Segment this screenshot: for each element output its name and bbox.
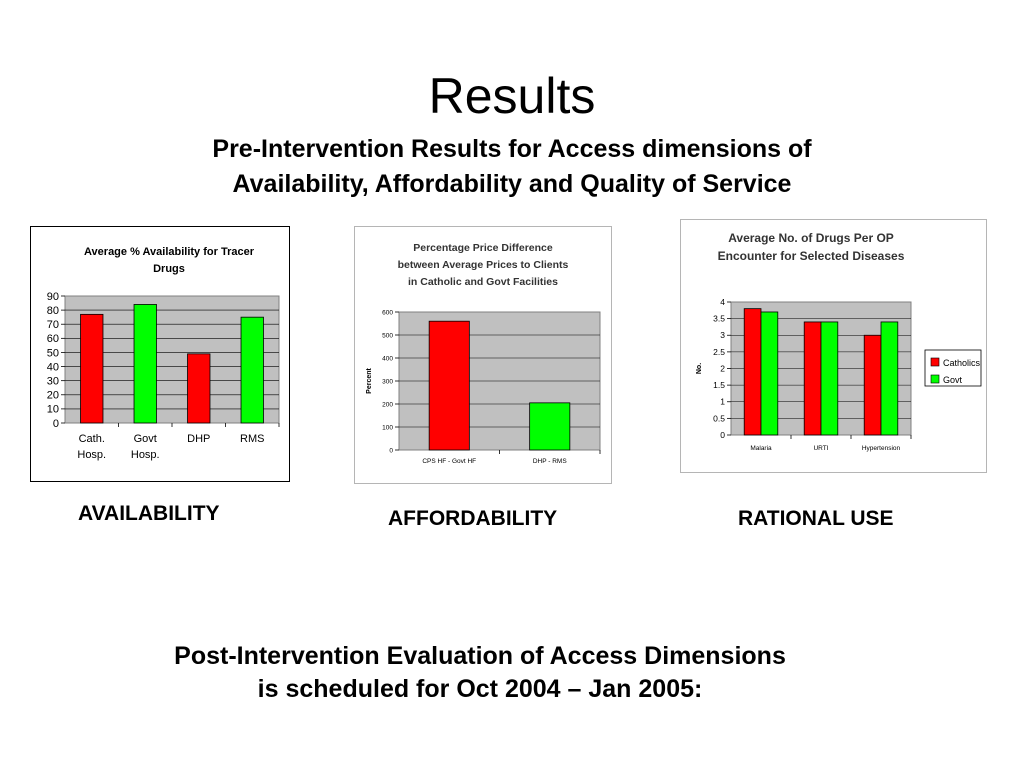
chart-title-line: Drugs <box>153 263 185 275</box>
bar <box>240 316 264 424</box>
slide-footer: Post-Intervention Evaluation of Access D… <box>100 640 860 706</box>
subtitle-line: Pre-Intervention Results for Access dime… <box>212 135 812 163</box>
slide-subtitle: Pre-Intervention Results for Access dime… <box>140 132 884 202</box>
bar <box>187 353 211 424</box>
y-tick-label: 70 <box>47 319 59 331</box>
chart-title-line: between Average Prices to Clients <box>398 259 569 271</box>
x-tick-label: DHP - RMS <box>533 458 567 465</box>
footer-line: Post-Intervention Evaluation of Access D… <box>174 642 786 670</box>
availability-caption: AVAILABILITY <box>78 502 220 525</box>
x-tick-label: Malaria <box>750 445 772 452</box>
y-axis-label: No. <box>696 363 703 374</box>
slide-title: Results <box>428 68 596 124</box>
subtitle-line: Availability, Affordability and Quality … <box>232 170 792 198</box>
x-tick-label: CPS HF - Govt HF <box>422 458 476 465</box>
y-tick-label: 2.5 <box>713 347 725 357</box>
y-tick-label: 1.5 <box>713 380 725 390</box>
bar <box>743 308 762 436</box>
y-tick-label: 90 <box>47 291 59 303</box>
y-tick-label: 80 <box>47 305 59 317</box>
legend-label: Catholics <box>943 358 981 368</box>
rational-use-chart: Average No. of Drugs Per OP Encounter for… <box>680 219 987 473</box>
chart-title-line: Average % Availability for Tracer <box>84 246 255 258</box>
y-tick-label: 4 <box>720 297 725 307</box>
y-tick-label: 0 <box>53 418 59 430</box>
bar <box>529 402 571 451</box>
y-tick-label: 3 <box>720 330 725 340</box>
bar <box>428 320 470 451</box>
y-tick-label: 300 <box>382 378 393 385</box>
x-tick-label: DHP <box>187 433 210 445</box>
y-tick-label: 400 <box>382 355 393 362</box>
x-tick-label: Cath. <box>79 433 105 445</box>
y-tick-label: 30 <box>47 376 59 388</box>
bar <box>820 321 839 436</box>
affordability-chart-svg: Percentage Price Difference between Avera… <box>366 242 601 465</box>
chart-title-line: Average No. of Drugs Per OP <box>728 231 894 245</box>
bar <box>803 321 822 436</box>
availability-chart-svg: Average % Availability for Tracer Drugs 0 1… <box>47 246 280 461</box>
x-tick-label: Hosp. <box>131 449 160 461</box>
availability-chart: Average % Availability for Tracer Drugs 0 1… <box>30 226 290 482</box>
rational-use-chart-svg: Average No. of Drugs Per OP Encounter for… <box>696 231 982 452</box>
rational-use-caption: RATIONAL USE <box>738 507 894 530</box>
chart-title-line: Encounter for Selected Diseases <box>718 249 905 263</box>
x-tick-label: Hypertension <box>862 445 901 452</box>
y-tick-label: 0 <box>720 430 725 440</box>
chart-title-line: in Catholic and Govt Facilities <box>408 276 558 288</box>
y-tick-label: 60 <box>47 333 59 345</box>
x-tick-label: Hosp. <box>77 449 106 461</box>
y-tick-label: 500 <box>382 332 393 339</box>
y-tick-label: 200 <box>382 401 393 408</box>
bar <box>133 304 157 424</box>
y-tick-label: 0 <box>389 447 393 454</box>
chart-title-line: Percentage Price Difference <box>413 242 553 254</box>
y-tick-label: 50 <box>47 347 59 359</box>
bar <box>80 313 104 424</box>
y-tick-label: 40 <box>47 361 59 373</box>
y-tick-label: 2 <box>720 363 725 373</box>
legend-label: Govt <box>943 375 963 385</box>
y-tick-label: 100 <box>382 424 393 431</box>
legend-swatch <box>930 374 940 384</box>
affordability-chart: Percentage Price Difference between Avera… <box>354 226 612 484</box>
bar <box>880 321 899 436</box>
x-tick-label: URTI <box>813 445 828 452</box>
y-tick-label: 0.5 <box>713 413 725 423</box>
y-tick-label: 3.5 <box>713 314 725 324</box>
x-tick-label: RMS <box>240 433 264 445</box>
x-tick-label: Govt <box>134 433 157 445</box>
bar <box>863 334 882 436</box>
legend-swatch <box>930 357 940 367</box>
bar <box>760 311 779 436</box>
y-tick-label: 20 <box>47 390 59 402</box>
y-tick-label: 1 <box>720 397 725 407</box>
footer-line: is scheduled for Oct 2004 – Jan 2005: <box>257 675 703 703</box>
y-axis-label: Percent <box>366 367 373 393</box>
y-tick-label: 10 <box>47 404 59 416</box>
y-tick-label: 600 <box>382 309 393 316</box>
affordability-caption: AFFORDABILITY <box>388 507 558 530</box>
